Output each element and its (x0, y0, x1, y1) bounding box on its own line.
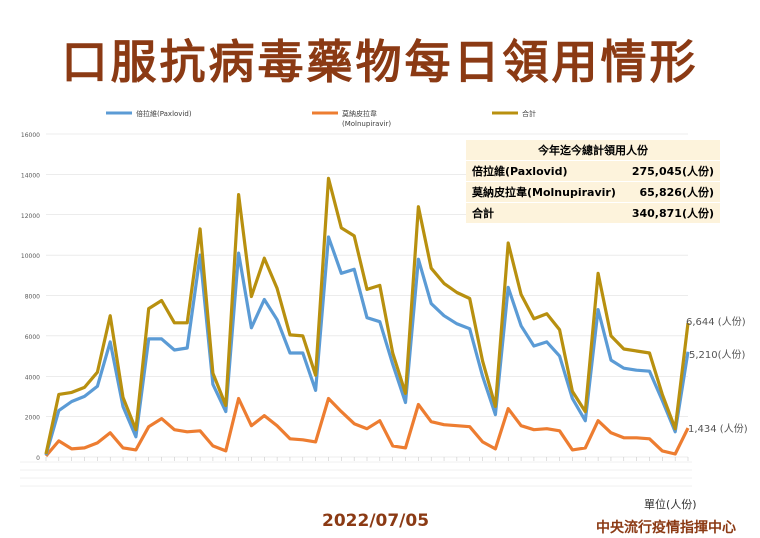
y-axis-ticks: 0 2000 4000 6000 8000 10000 12000 14000 16000 (21, 132, 40, 462)
series-lines (44, 176, 690, 458)
legend: 倍拉維(Paxlovid) 莫納皮拉韋(Molnupiravir) 合計 (106, 109, 536, 128)
y-tick-label: 2000 (25, 415, 40, 422)
end-label-total: 6,644 (人份) (686, 317, 746, 328)
legend-label: 倍拉維(Paxlovid) (136, 109, 192, 118)
series-line-1 (44, 396, 690, 458)
y-tick-label: 8000 (25, 294, 40, 301)
y-tick-label: 4000 (25, 374, 40, 381)
unit-label: 單位(人份) (644, 498, 697, 511)
page-title: 口服抗病毒藥物每日領用情形 (61, 35, 699, 89)
y-tick-label: 12000 (21, 213, 40, 220)
end-label-molnupiravir: 1,434 (人份) (688, 424, 748, 435)
y-tick-label: 0 (36, 455, 40, 462)
summary-total-value: 340,871(人份) (624, 202, 720, 224)
series-line-0 (44, 235, 690, 456)
report-date: 2022/07/05 (322, 511, 430, 531)
series-line-2 (44, 176, 690, 455)
x-axis-category-ticks (20, 457, 692, 487)
summary-header: 今年迄今總計領用人份 (466, 140, 720, 161)
summary-molnupiravir-label: 莫納皮拉韋(Molnupiravir) (466, 181, 625, 203)
organization-name: 中央流行疫情指揮中心 (596, 520, 736, 536)
legend-label: 莫納皮拉韋(Molnupiravir) (342, 109, 391, 128)
y-tick-label: 6000 (25, 334, 40, 341)
legend-label: 合計 (522, 109, 536, 118)
summary-total-label: 合計 (466, 202, 625, 224)
y-tick-label: 10000 (21, 253, 40, 260)
summary-table: 今年迄今總計領用人份 倍拉維(Paxlovid) 275,045(人份) 莫納皮… (466, 140, 720, 224)
end-label-paxlovid: 5,210(人份) (689, 350, 746, 361)
summary-molnupiravir-value: 65,826(人份) (624, 181, 720, 203)
summary-paxlovid-value: 275,045(人份) (624, 160, 720, 182)
summary-paxlovid-label: 倍拉維(Paxlovid) (466, 160, 625, 182)
y-tick-label: 16000 (21, 132, 40, 139)
y-tick-label: 14000 (21, 172, 40, 179)
